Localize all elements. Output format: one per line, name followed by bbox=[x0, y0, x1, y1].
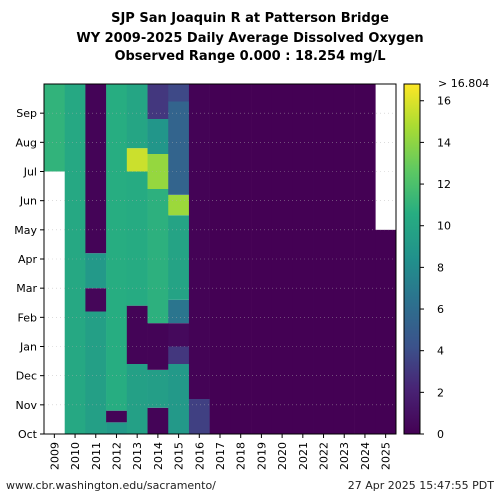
y-tick-label: Apr bbox=[18, 253, 38, 266]
heatmap-cell bbox=[147, 119, 169, 154]
heatmap-cell bbox=[85, 311, 107, 434]
heatmap-cell bbox=[188, 84, 210, 399]
chart-subtitle: WY 2009-2025 Daily Average Dissolved Oxy… bbox=[76, 31, 424, 46]
heatmap-cell bbox=[147, 84, 169, 119]
heatmap-cell bbox=[168, 364, 190, 434]
colorbar-tick-label: 0 bbox=[437, 428, 444, 441]
heatmap-cell bbox=[44, 84, 66, 172]
x-tick-label: 2019 bbox=[255, 442, 268, 470]
heatmap-cell bbox=[168, 84, 190, 102]
x-tick-label: 2024 bbox=[359, 442, 372, 470]
x-tick-label: 2017 bbox=[214, 442, 227, 470]
x-tick-label: 2013 bbox=[131, 442, 144, 470]
colorbar-gradient bbox=[403, 83, 421, 435]
y-tick-label: Jun bbox=[19, 195, 37, 208]
heatmap-cell bbox=[85, 253, 107, 289]
heatmap-cell bbox=[106, 410, 128, 423]
y-tick-label: Dec bbox=[16, 370, 37, 383]
x-axis: 2009 2010 2011 2012 2013 2014 2015 2016 2017 2018… bbox=[48, 434, 393, 470]
x-tick-label: 2020 bbox=[276, 442, 289, 470]
x-tick-label: 2011 bbox=[90, 442, 103, 470]
y-tick-label: Mar bbox=[16, 282, 37, 295]
heatmap-cell bbox=[168, 346, 190, 364]
heatmap-cell bbox=[106, 84, 128, 411]
heatmap-cell bbox=[188, 399, 210, 434]
observed-range: Observed Range 0.000 : 18.254 mg/L bbox=[114, 49, 386, 64]
y-tick-label: Nov bbox=[16, 399, 38, 412]
heatmap-cell bbox=[147, 323, 169, 370]
heatmap-cell bbox=[126, 148, 148, 172]
heatmap-cell bbox=[168, 215, 190, 300]
heatmap-cell bbox=[126, 305, 148, 364]
generated-timestamp: 27 Apr 2025 15:47:55 PDT bbox=[347, 479, 494, 492]
heatmap-cell bbox=[64, 84, 86, 434]
heatmap-cell bbox=[292, 84, 314, 434]
colorbar-tick-label: 6 bbox=[437, 303, 444, 316]
colorbar-tick-label: 12 bbox=[437, 178, 451, 191]
heatmap-cell bbox=[126, 364, 148, 434]
source-url: www.cbr.washington.edu/sacramento/ bbox=[6, 479, 216, 492]
x-tick-label: 2015 bbox=[173, 442, 186, 470]
heatmap-cell bbox=[126, 171, 148, 306]
heatmap-cell bbox=[354, 84, 376, 434]
colorbar-tick-label: 16 bbox=[437, 95, 451, 108]
heatmap-cell bbox=[147, 154, 169, 189]
x-tick-label: 2012 bbox=[110, 442, 123, 470]
colorbar-tick-label: 8 bbox=[437, 261, 444, 274]
heatmap-cell bbox=[168, 323, 190, 347]
heatmap-cell bbox=[147, 407, 169, 434]
x-tick-label: 2021 bbox=[297, 442, 310, 470]
x-tick-label: 2016 bbox=[193, 442, 206, 470]
x-tick-label: 2014 bbox=[152, 442, 165, 470]
y-tick-label: Jan bbox=[19, 341, 37, 354]
colorbar-tick-label: 14 bbox=[437, 136, 451, 149]
heatmap-cell bbox=[126, 84, 148, 149]
y-tick-label: Sep bbox=[16, 107, 37, 120]
heatmap-cell bbox=[271, 84, 293, 434]
x-tick-label: 2010 bbox=[69, 442, 82, 470]
heatmap-cell bbox=[168, 299, 190, 324]
x-tick-label: 2025 bbox=[380, 442, 393, 470]
y-tick-label: Jul bbox=[23, 166, 37, 179]
heatmap-cell bbox=[168, 101, 190, 195]
y-tick-label: Aug bbox=[16, 136, 37, 149]
x-tick-label: 2009 bbox=[48, 442, 61, 470]
colorbar: 0 2 4 6 8 10 12 14 16 > 16.804 bbox=[403, 77, 489, 441]
y-tick-label: Oct bbox=[18, 428, 38, 441]
heatmap-cell bbox=[375, 229, 397, 434]
y-tick-label: May bbox=[14, 224, 37, 237]
colorbar-tick-label: 4 bbox=[437, 345, 444, 358]
chart-title: SJP San Joaquin R at Patterson Bridge bbox=[111, 11, 389, 26]
colorbar-tick-label: 10 bbox=[437, 220, 451, 233]
x-tick-label: 2023 bbox=[338, 442, 351, 470]
y-axis: Oct Nov Dec Jan Feb Mar Apr May Jun Jul Aug Sep bbox=[14, 107, 44, 441]
y-tick-label: Feb bbox=[18, 311, 37, 324]
colorbar-max-label: > 16.804 bbox=[438, 77, 489, 90]
heatmap-cell bbox=[106, 422, 128, 434]
heatmap-cell bbox=[168, 194, 190, 216]
heatmap-cell bbox=[147, 189, 169, 324]
colorbar-tick-label: 2 bbox=[437, 386, 444, 399]
x-tick-label: 2022 bbox=[318, 442, 331, 470]
heatmap-cell bbox=[147, 369, 169, 408]
x-tick-label: 2018 bbox=[235, 442, 248, 470]
plot-cells bbox=[44, 84, 397, 434]
heatmap-cell bbox=[85, 288, 107, 312]
heatmap-cell bbox=[85, 84, 107, 254]
